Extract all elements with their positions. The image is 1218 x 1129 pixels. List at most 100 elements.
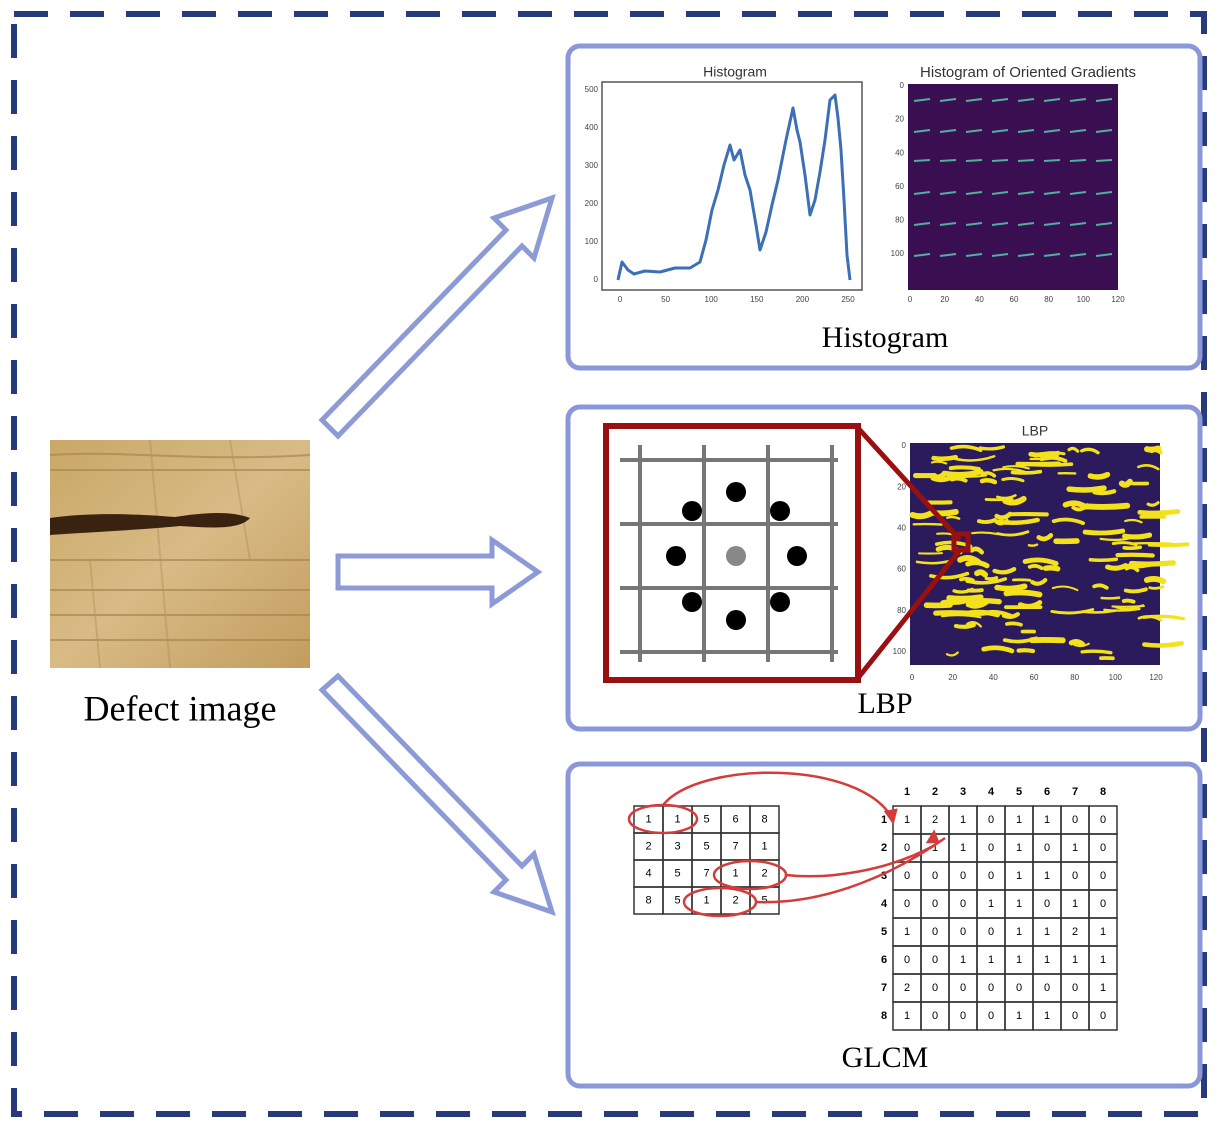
- lbp-stroke: [956, 625, 974, 627]
- matrix-value: 2: [904, 982, 910, 994]
- matrix-value: 0: [1100, 1010, 1106, 1022]
- plot-title: Histogram of Oriented Gradients: [920, 64, 1136, 81]
- matrix-value: 0: [904, 870, 910, 882]
- y-tick-label: 0: [902, 441, 907, 450]
- matrix-value: 3: [674, 840, 680, 852]
- lbp-stroke: [1144, 643, 1181, 645]
- matrix-value: 1: [960, 954, 966, 966]
- matrix-value: 0: [960, 926, 966, 938]
- defect-image-label: Defect image: [84, 688, 277, 728]
- lbp-stroke: [1124, 601, 1134, 602]
- lbp-stroke: [1102, 598, 1119, 599]
- row-header: 6: [881, 954, 887, 966]
- lbp-stroke: [934, 457, 956, 459]
- histogram-axes: [602, 82, 862, 290]
- matrix-value: 1: [960, 814, 966, 826]
- column-header: 1: [904, 786, 910, 798]
- y-tick-label: 400: [585, 123, 599, 132]
- lbp-neighbourhood: [606, 426, 858, 680]
- row-header: 5: [881, 926, 887, 938]
- matrix-value: 1: [645, 813, 651, 825]
- lbp-stroke: [1108, 565, 1126, 568]
- x-tick-label: 0: [910, 673, 915, 682]
- matrix-value: 0: [932, 870, 938, 882]
- y-tick-label: 200: [585, 199, 599, 208]
- x-tick-label: 40: [975, 295, 984, 304]
- x-tick-label: 120: [1111, 295, 1125, 304]
- lbp-stroke: [937, 533, 953, 534]
- matrix-value: 0: [904, 898, 910, 910]
- matrix-value: 1: [1072, 954, 1078, 966]
- matrix-value: 1: [1044, 954, 1050, 966]
- matrix-value: 7: [703, 867, 709, 879]
- lbp-stroke: [952, 479, 966, 481]
- y-tick-label: 300: [585, 161, 599, 170]
- matrix-value: 0: [932, 898, 938, 910]
- matrix-value: 0: [1044, 898, 1050, 910]
- lbp-stroke: [944, 472, 981, 475]
- lbp-stroke: [979, 520, 995, 522]
- row-header: 1: [881, 814, 887, 826]
- matrix-value: 0: [988, 842, 994, 854]
- hog-stroke: [1044, 160, 1060, 161]
- lbp-stroke: [986, 578, 996, 579]
- matrix-value: 0: [932, 1010, 938, 1022]
- matrix-value: 7: [732, 840, 738, 852]
- lbp-stroke: [1090, 559, 1116, 560]
- column-header: 5: [1016, 786, 1022, 798]
- matrix-value: 0: [1100, 870, 1106, 882]
- lbp-stroke: [961, 579, 973, 581]
- lbp-stroke: [1150, 587, 1163, 589]
- y-tick-label: 80: [895, 216, 904, 225]
- lbp-stroke: [1019, 650, 1033, 651]
- lbp-stroke: [1122, 482, 1130, 485]
- matrix-value: 2: [761, 867, 767, 879]
- column-header: 8: [1100, 786, 1106, 798]
- matrix-value: 5: [761, 894, 767, 906]
- arrow-up: [322, 198, 552, 436]
- matrix-value: 0: [960, 982, 966, 994]
- matrix-value: 1: [1016, 954, 1022, 966]
- lbp-stroke: [997, 586, 1025, 588]
- matrix-value: 1: [1044, 814, 1050, 826]
- y-tick-label: 100: [585, 237, 599, 246]
- matrix-value: 0: [988, 814, 994, 826]
- lbp-stroke: [1085, 531, 1123, 533]
- lbp-stroke: [1124, 547, 1140, 548]
- matrix-value: 0: [904, 842, 910, 854]
- column-header: 6: [1044, 786, 1050, 798]
- lbp-stroke: [982, 480, 995, 482]
- figure: Defect image Histogram Histogram of Orie…: [0, 0, 1218, 1129]
- matrix-value: 1: [703, 894, 709, 906]
- lbp-stroke: [951, 467, 979, 469]
- matrix-value: 0: [988, 870, 994, 882]
- matrix-value: 1: [960, 842, 966, 854]
- matrix-value: 1: [988, 954, 994, 966]
- matrix-value: 1: [1044, 926, 1050, 938]
- x-tick-label: 250: [841, 295, 855, 304]
- wood-surface: [50, 440, 310, 668]
- matrix-value: 0: [960, 1010, 966, 1022]
- matrix-value: 1: [1016, 898, 1022, 910]
- lbp-stroke: [1147, 448, 1158, 449]
- panel-label: GLCM: [842, 1041, 929, 1074]
- y-tick-label: 500: [585, 85, 599, 94]
- y-tick-label: 80: [897, 606, 906, 615]
- matrix-value: 0: [932, 926, 938, 938]
- lbp-stroke: [1069, 488, 1104, 490]
- x-tick-label: 80: [1070, 673, 1079, 682]
- hog-stroke: [1096, 160, 1112, 161]
- matrix-value: 1: [904, 1010, 910, 1022]
- matrix-value: 0: [1044, 982, 1050, 994]
- panel-label: Histogram: [822, 321, 949, 354]
- matrix-value: 1: [1016, 814, 1022, 826]
- matrix-value: 1: [1072, 842, 1078, 854]
- matrix-value: 1: [1100, 926, 1106, 938]
- y-tick-label: 40: [897, 524, 906, 533]
- matrix-value: 0: [1072, 982, 1078, 994]
- plot-title: Histogram: [703, 64, 767, 80]
- x-tick-label: 40: [989, 673, 998, 682]
- lbp-stroke: [1147, 579, 1163, 581]
- y-tick-label: 20: [895, 115, 904, 124]
- row-header: 8: [881, 1010, 887, 1022]
